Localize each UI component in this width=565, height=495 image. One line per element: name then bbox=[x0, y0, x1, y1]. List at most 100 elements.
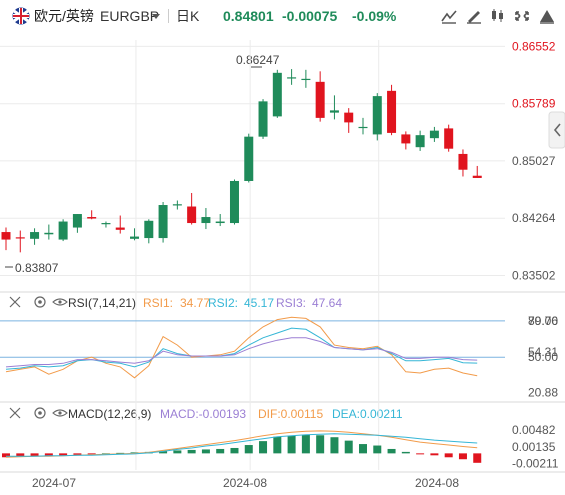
rsi2-prefix: RSI2: bbox=[208, 296, 238, 310]
candle-body bbox=[101, 223, 111, 225]
macd-histogram-bar bbox=[444, 453, 453, 458]
candle-body bbox=[72, 214, 82, 228]
price-tick-label: 0.85789 bbox=[512, 97, 556, 111]
macd-histogram-bar bbox=[216, 448, 225, 454]
rsi1-prefix: RSI1: bbox=[143, 296, 173, 310]
macd-histogram-bar bbox=[73, 453, 82, 455]
flag-gb-icon bbox=[12, 7, 30, 25]
candle-body bbox=[315, 81, 325, 118]
macd-histogram-bar bbox=[430, 453, 439, 456]
candle-body bbox=[130, 236, 140, 239]
date-tick-label: 2024-07 bbox=[32, 476, 76, 490]
macd-histogram-bar bbox=[244, 445, 253, 454]
macd-histogram-bar bbox=[401, 451, 410, 454]
macd-histogram-bar bbox=[301, 434, 310, 454]
price-change-pct: -0.09% bbox=[352, 8, 397, 24]
candle-body bbox=[272, 72, 282, 117]
macd-histogram-bar bbox=[416, 453, 425, 455]
rsi3-prefix: RSI3: bbox=[276, 296, 306, 310]
sidebar-toggle-icon[interactable] bbox=[548, 111, 565, 149]
candle-body bbox=[372, 96, 382, 135]
date-tick-label: 2024-08 bbox=[415, 476, 459, 490]
macd-histogram-bar bbox=[359, 444, 367, 454]
macd-histogram-bar bbox=[159, 450, 168, 454]
candle-body bbox=[158, 205, 168, 239]
dif-value: DIF:0.00115 bbox=[258, 407, 323, 421]
macd-histogram-bar bbox=[344, 440, 353, 454]
macd-histogram-bar bbox=[230, 447, 239, 454]
candle-body bbox=[358, 126, 368, 129]
draw-line-icon[interactable] bbox=[465, 8, 483, 24]
macd-indicator-label[interactable]: MACD(12,26,9) bbox=[68, 407, 151, 421]
rsi-tick-label: 20.88 bbox=[528, 386, 558, 400]
macd-histogram-bar bbox=[59, 453, 68, 456]
candle-body bbox=[344, 112, 354, 123]
macd-histogram-bar bbox=[259, 441, 268, 454]
candle-body bbox=[415, 135, 425, 148]
low-annotation: 0.83807 bbox=[15, 261, 59, 275]
candle-body bbox=[1, 232, 11, 240]
candle-body bbox=[258, 101, 268, 137]
rsi-tick-label: 50.00 bbox=[528, 350, 558, 364]
dropdown-caret-icon[interactable] bbox=[152, 14, 160, 19]
candle-body bbox=[30, 232, 40, 239]
gear-icon[interactable] bbox=[34, 407, 46, 419]
settings-icon[interactable] bbox=[538, 8, 556, 24]
candle-body bbox=[15, 237, 25, 239]
price-tick-label: 0.86552 bbox=[512, 39, 556, 53]
eye-icon[interactable] bbox=[52, 298, 68, 306]
fullscreen-icon[interactable] bbox=[513, 8, 531, 24]
macd-histogram-bar bbox=[44, 453, 53, 457]
macd-histogram-bar bbox=[201, 449, 210, 454]
candle-body bbox=[429, 130, 439, 139]
candle-body bbox=[444, 128, 454, 149]
candle-body bbox=[229, 180, 239, 224]
compare-icon[interactable] bbox=[440, 8, 458, 24]
gear-icon[interactable] bbox=[34, 296, 46, 308]
macd-histogram-bar bbox=[316, 435, 325, 454]
close-x-icon[interactable] bbox=[9, 296, 21, 308]
candle-body bbox=[44, 232, 54, 235]
candle-body bbox=[187, 206, 197, 224]
interval-selector[interactable]: 日K bbox=[176, 8, 200, 24]
candle-body bbox=[215, 221, 225, 224]
pair-label: 欧元/英镑 bbox=[34, 8, 94, 24]
macd-histogram-bar bbox=[287, 435, 296, 454]
rsi-indicator-label[interactable]: RSI(7,14,21) bbox=[68, 296, 136, 310]
close-x-icon[interactable] bbox=[9, 407, 21, 419]
macd-histogram-bar bbox=[387, 448, 396, 454]
price-change: -0.00075 bbox=[282, 8, 338, 24]
date-tick-label: 2024-08 bbox=[223, 476, 267, 490]
rsi2-value: 45.17 bbox=[244, 296, 274, 310]
candle-body bbox=[144, 220, 154, 239]
rsi-tick-label: 54.31 bbox=[528, 345, 558, 359]
chart-type-icon[interactable] bbox=[488, 8, 506, 24]
toolbar-divider bbox=[168, 9, 169, 23]
macd-histogram-bar bbox=[2, 453, 10, 458]
macd-histogram-bar bbox=[116, 452, 125, 454]
dynamic-chart-layer: 0.86552 0.85789 0.85027 0.84264 0.83502 80.00… bbox=[0, 39, 559, 490]
rsi-line-3 bbox=[5, 337, 478, 368]
price-tick-label: 0.85027 bbox=[512, 154, 556, 168]
symbol-selector[interactable]: EURGBP bbox=[100, 8, 160, 24]
rsi1-value: 34.77 bbox=[180, 296, 210, 310]
macd-histogram-bar bbox=[16, 453, 25, 457]
eye-icon[interactable] bbox=[52, 409, 68, 417]
candle-body bbox=[58, 221, 68, 240]
candle-body bbox=[329, 110, 339, 113]
rsi-tick-label: 79.76 bbox=[528, 314, 558, 328]
macd-histogram-bar bbox=[187, 449, 196, 454]
candle-body bbox=[172, 204, 182, 206]
macd-tick-label: 0.00135 bbox=[512, 440, 556, 454]
candle-body bbox=[244, 136, 254, 181]
rsi3-value: 47.64 bbox=[312, 296, 342, 310]
price-tick-label: 0.83502 bbox=[512, 268, 556, 282]
rsi-tick-label: 80.00 bbox=[528, 314, 558, 328]
macd-histogram-bar bbox=[273, 436, 282, 454]
candle-body bbox=[87, 217, 97, 219]
dea-value: DEA:0.00211 bbox=[332, 407, 403, 421]
macd-histogram-bar bbox=[458, 453, 467, 460]
candle-body bbox=[387, 90, 397, 133]
top-toolbar: 欧元/英镑 EURGBP 日K 0.84801 -0.00075 -0.09% bbox=[0, 0, 565, 32]
